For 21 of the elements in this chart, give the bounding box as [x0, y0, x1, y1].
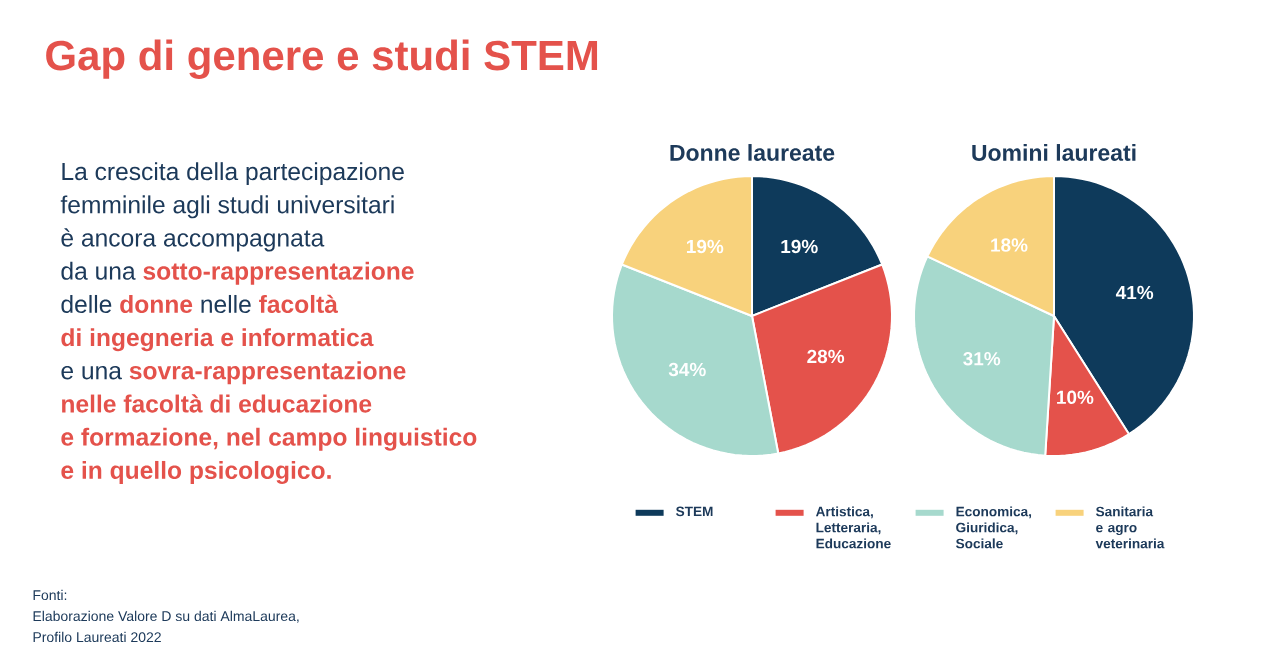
- text: e formazione, nel campo linguistico: [61, 427, 477, 451]
- text: e in quello psicologico.: [61, 460, 331, 484]
- text: nelle facoltà di educazione: [62, 394, 372, 413]
- text: Gap di genere e studi STEM: [46, 39, 598, 79]
- chart-title: Uomini laureati: [972, 144, 1136, 161]
- data-label: 18%: [991, 238, 1028, 252]
- data-label: 41%: [1115, 285, 1154, 300]
- data-label: 31%: [963, 351, 1001, 366]
- chart-title: Donne laureate: [670, 144, 835, 161]
- data-label: 28%: [807, 349, 845, 364]
- text: femminile agli studi universitari: [60, 195, 394, 219]
- text: La crescita della partecipazione: [62, 162, 404, 186]
- data-label: 10%: [1057, 390, 1094, 405]
- text: delle donne nelle facoltà: [61, 294, 338, 314]
- text: da una sotto-rappresentazione: [61, 261, 414, 285]
- text: è ancora accompagnata: [61, 228, 325, 252]
- data-label: 19%: [781, 239, 818, 254]
- text: e una sovra-rappresentazione: [61, 361, 406, 385]
- data-label: 34%: [668, 362, 706, 377]
- text: di ingegneria e informatica: [61, 328, 374, 352]
- data-label: 19%: [686, 239, 724, 254]
